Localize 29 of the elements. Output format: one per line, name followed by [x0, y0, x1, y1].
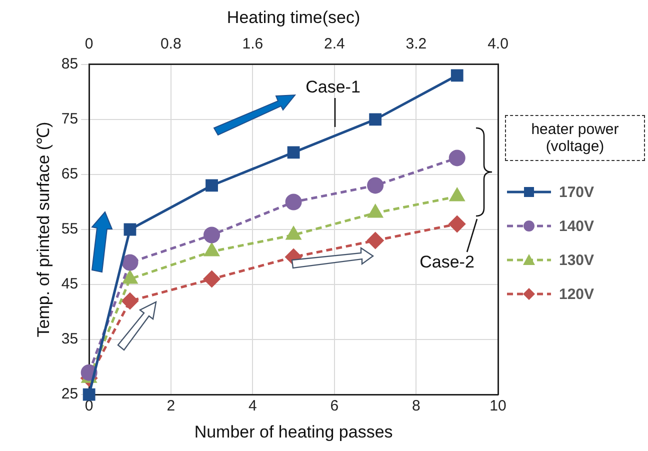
x-tick-label: 0	[84, 398, 94, 415]
y-tick-label: 55	[61, 220, 78, 238]
x-axis-title: Number of heating passes	[194, 422, 393, 442]
x-tick-label: 8	[412, 398, 420, 415]
x2-tick-label: 1.6	[242, 36, 264, 53]
y-tick-label: 85	[61, 56, 78, 73]
y-axis-title: Temp. of printed surface (℃)	[34, 122, 53, 338]
x2-axis-title: Heating time(sec)	[226, 8, 360, 27]
annotation: Case-2	[420, 252, 474, 272]
legend-label: 170V	[559, 184, 594, 200]
annotation: Case-1	[306, 78, 360, 97]
x2-tick-label: 0	[84, 36, 94, 53]
legend-title: heater power (voltage)	[505, 115, 645, 161]
y-tick-label: 75	[61, 110, 78, 128]
x-tick-label: 2	[166, 398, 176, 415]
x-tick-label: 4	[248, 398, 257, 415]
legend-label: 130V	[559, 252, 594, 268]
y-tick-label: 65	[61, 166, 78, 183]
legend-label: 120V	[559, 286, 594, 302]
x2-tick-label: 2.4	[324, 36, 345, 53]
legend-label: 140V	[559, 218, 594, 234]
y-tick-label: 45	[61, 276, 78, 293]
x2-tick-label: 0.8	[160, 36, 182, 53]
x-tick-label: 10	[490, 398, 506, 415]
y-tick-label: 35	[61, 330, 78, 348]
x2-tick-label: 4.0	[488, 36, 508, 53]
x-tick-label: 6	[330, 398, 339, 415]
y-tick-label: 25	[61, 386, 78, 403]
x2-tick-label: 3.2	[406, 36, 427, 53]
